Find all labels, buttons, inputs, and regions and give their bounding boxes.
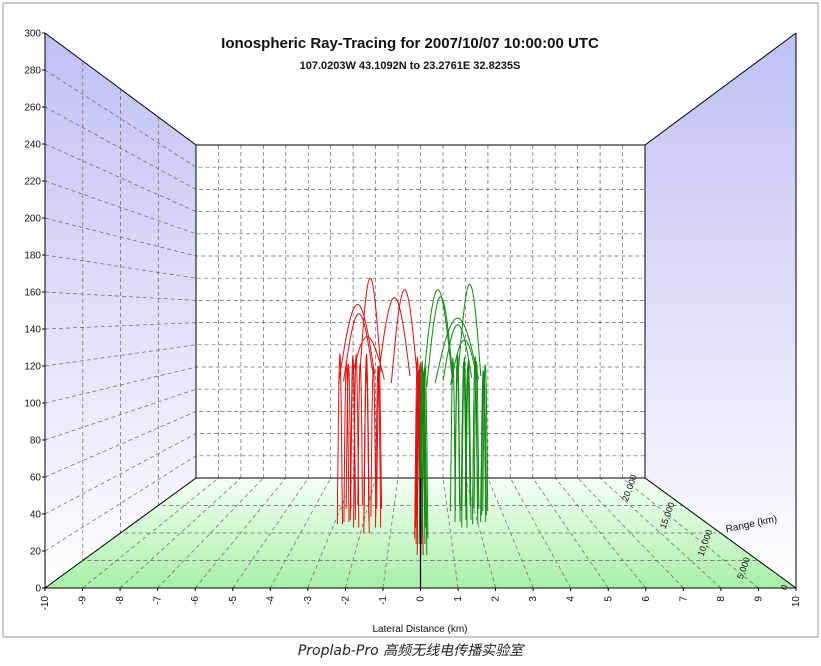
y-tick-label: 260 [24, 103, 41, 114]
ray-trace-arc-1 [390, 289, 419, 384]
x-tick-label: 8 [716, 596, 727, 602]
ray-trace-1 [414, 356, 421, 539]
y-tick-label: 140 [24, 325, 41, 336]
chart-title: Ionospheric Ray-Tracing for 2007/10/07 1… [221, 35, 599, 52]
y-tick-label: 280 [24, 66, 41, 77]
x-tick-label: -9 [78, 596, 89, 605]
ray-trace-2 [418, 360, 426, 545]
range-axis-line [644, 477, 797, 589]
wall-gridline [44, 106, 645, 190]
caption: Proplab-Pro 高频无线电传播实验室 [297, 643, 524, 659]
ray-trace-arc-2 [422, 289, 454, 384]
ray-trace-arc-2 [434, 317, 480, 384]
ray-trace-1 [336, 353, 343, 525]
floor-gridline [622, 477, 759, 589]
ray-trace-1 [353, 354, 360, 528]
y-tick-label: 180 [24, 251, 41, 262]
bottom-left-edge [44, 477, 197, 589]
ray-trace-2 [460, 361, 467, 512]
floor-gridline [82, 477, 219, 589]
y-tick-label: 200 [24, 214, 41, 225]
x-tick-label: -2 [340, 596, 351, 605]
ray-trace-arc-2 [457, 283, 482, 382]
wall-gridline [44, 344, 645, 367]
y-tick-label: 0 [35, 584, 41, 595]
x-tick-label: 10 [791, 596, 802, 608]
floor-gridline [382, 477, 399, 589]
x-tick-label: 9 [753, 596, 764, 602]
ray-trace-2 [419, 368, 426, 528]
x-tick-label: -4 [265, 596, 276, 605]
floor-gridline [345, 477, 376, 589]
y-tick-label: 220 [24, 177, 41, 188]
floor-gridline [532, 477, 609, 589]
x-tick-label: -3 [303, 596, 314, 605]
ray-trace-1 [375, 365, 382, 528]
wall-gridline [44, 291, 645, 301]
x-tick-label: 0 [416, 596, 427, 602]
ray-trace-2 [480, 370, 487, 523]
ray-trace-1 [363, 362, 370, 534]
wall-gridline [44, 143, 645, 212]
top-right-edge [644, 32, 797, 146]
wall-gridline [44, 254, 645, 279]
wall-gridline [44, 69, 645, 168]
x-tick-label: -1 [378, 596, 389, 605]
ray-trace-2 [481, 372, 487, 516]
floor-gridline [442, 477, 459, 589]
floor-gridline [119, 477, 242, 589]
y-tick-label: 80 [30, 436, 42, 447]
ray-trace-arc-1 [377, 297, 411, 382]
ray-trace-2 [473, 361, 480, 509]
ray-trace-2 [464, 365, 471, 506]
y-tick-label: 60 [30, 473, 42, 484]
x-tick-label: -8 [115, 596, 126, 605]
z-tick-label: 0 [779, 583, 790, 591]
ray-trace-2 [482, 364, 489, 512]
ray-trace-arc-1 [359, 277, 382, 373]
wall-gridline [44, 322, 645, 330]
x-tick-label: 1 [453, 596, 464, 602]
y-tick-label: 300 [24, 29, 41, 40]
x-tick-label: 5 [603, 596, 614, 602]
y-tick-label: 100 [24, 399, 41, 410]
x-tick-label: -6 [190, 596, 201, 605]
floor-gridline [157, 477, 264, 589]
x-tick-label: 6 [641, 596, 652, 602]
y-tick-label: 20 [30, 547, 42, 558]
y-tick-label: 40 [30, 510, 42, 521]
ray-trace-arc-1 [343, 313, 374, 382]
x-tick-label: -5 [228, 596, 239, 605]
ray-trace-1 [345, 363, 352, 509]
right-wall [645, 33, 796, 588]
y-tick-label: 240 [24, 140, 41, 151]
ray-trace-arc-1 [338, 303, 376, 384]
floor-gridline [232, 477, 309, 589]
x-axis-label: Lateral Distance (km) [372, 624, 467, 635]
x-tick-label: -7 [153, 596, 164, 605]
wall-gridline [44, 388, 645, 441]
ray-trace-arc-2 [442, 324, 473, 381]
floor-gridline [599, 477, 722, 589]
x-tick-label: 2 [491, 596, 502, 602]
floor-gridline [577, 477, 684, 589]
ray-trace-arc-2 [450, 339, 478, 386]
y-tick-label: 160 [24, 288, 41, 299]
ray-trace-2 [454, 363, 461, 506]
x-tick-label: 7 [678, 596, 689, 602]
ray-tracing-chart: 0204060801001201401601802002202402602803… [2, 2, 819, 638]
x-tick-label: -10 [40, 596, 51, 611]
y-tick-label: 120 [24, 362, 41, 373]
floor-gridline [465, 477, 496, 589]
x-tick-label: 3 [528, 596, 539, 602]
top-left-edge [44, 32, 197, 146]
ray-trace-arc-2 [426, 296, 454, 387]
ray-trace-2 [449, 357, 456, 512]
ray-trace-1 [376, 366, 383, 509]
x-tick-label: 4 [566, 596, 577, 602]
chart-subtitle: 107.0203W 43.1092N to 23.2761E 32.8235S [300, 60, 521, 72]
